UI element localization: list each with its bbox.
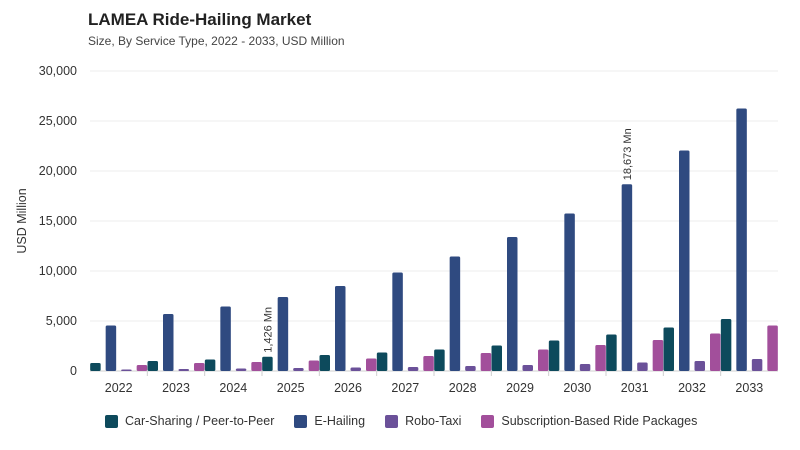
bar-car-sharing-peer-to-peer — [434, 349, 445, 371]
bar-subscription-based-ride-packages — [595, 345, 606, 371]
legend-label: Robo-Taxi — [405, 414, 462, 428]
x-tick-label: 2022 — [105, 381, 133, 395]
bar-subscription-based-ride-packages — [710, 333, 721, 371]
bar-subscription-based-ride-packages — [194, 363, 205, 371]
x-tick-label: 2030 — [563, 381, 591, 395]
bar-car-sharing-peer-to-peer — [663, 327, 674, 371]
bar-robo-taxi — [293, 368, 304, 371]
data-annotation: 18,673 Mn — [622, 128, 634, 180]
chart-subtitle: Size, By Service Type, 2022 - 2033, USD … — [88, 34, 345, 48]
chart-title: LAMEA Ride-Hailing Market — [88, 10, 312, 29]
legend-label: Subscription-Based Ride Packages — [501, 414, 698, 428]
x-tick-label: 2032 — [678, 381, 706, 395]
y-tick-label: 30,000 — [39, 64, 77, 78]
bar-car-sharing-peer-to-peer — [204, 359, 216, 371]
y-tick-label: 0 — [70, 364, 77, 378]
bar-car-sharing-peer-to-peer — [147, 361, 158, 371]
bar-subscription-based-ride-packages — [136, 365, 148, 371]
bar-robo-taxi — [235, 368, 247, 371]
bar-robo-taxi — [637, 362, 648, 371]
y-axis-title: USD Million — [15, 188, 29, 253]
y-tick-label: 25,000 — [39, 114, 77, 128]
bar-robo-taxi — [522, 365, 533, 371]
legend-swatch — [294, 414, 308, 428]
bar-e-hailing — [277, 297, 289, 371]
legend-item: E-Hailing — [294, 414, 365, 428]
bar-car-sharing-peer-to-peer — [90, 363, 101, 371]
x-tick-label: 2029 — [506, 381, 534, 395]
legend-label: Car-Sharing / Peer-to-Peer — [125, 414, 275, 428]
bar-e-hailing — [220, 306, 231, 371]
bar-robo-taxi — [694, 361, 705, 371]
bar-e-hailing — [392, 272, 403, 371]
y-tick-label: 15,000 — [39, 214, 77, 228]
bar-robo-taxi — [350, 367, 361, 371]
bar-e-hailing — [736, 108, 747, 371]
bar-car-sharing-peer-to-peer — [606, 334, 617, 371]
bar-subscription-based-ride-packages — [767, 325, 778, 371]
bar-subscription-based-ride-packages — [251, 362, 262, 371]
bar-robo-taxi — [407, 367, 419, 371]
bar-e-hailing — [564, 213, 575, 371]
bar-car-sharing-peer-to-peer — [319, 355, 330, 371]
bar-e-hailing — [335, 286, 346, 371]
bar-robo-taxi — [751, 359, 763, 371]
x-tick-label: 2028 — [449, 381, 477, 395]
x-tick-label: 2033 — [735, 381, 763, 395]
x-tick-label: 2027 — [391, 381, 419, 395]
data-annotation: 1,426 Mn — [262, 307, 274, 353]
y-tick-label: 10,000 — [39, 264, 77, 278]
legend-item: Subscription-Based Ride Packages — [481, 414, 697, 428]
bar-car-sharing-peer-to-peer — [548, 340, 560, 371]
bar-car-sharing-peer-to-peer — [262, 356, 273, 371]
bar-robo-taxi — [121, 369, 132, 371]
legend-swatch — [481, 414, 495, 428]
bar-subscription-based-ride-packages — [480, 353, 492, 371]
bar-subscription-based-ride-packages — [423, 356, 434, 371]
bar-car-sharing-peer-to-peer — [491, 345, 502, 371]
bar-e-hailing — [163, 314, 174, 371]
bar-e-hailing — [621, 184, 633, 371]
legend-item: Robo-Taxi — [385, 414, 461, 428]
legend-label: E-Hailing — [314, 414, 366, 428]
y-tick-label: 5,000 — [46, 314, 77, 328]
bar-robo-taxi — [579, 364, 591, 371]
bar-robo-taxi — [465, 366, 476, 371]
y-tick-label: 20,000 — [39, 164, 77, 178]
bar-subscription-based-ride-packages — [538, 349, 549, 371]
bar-car-sharing-peer-to-peer — [720, 319, 732, 371]
bar-e-hailing — [507, 237, 518, 371]
x-tick-label: 2031 — [621, 381, 649, 395]
legend-swatch — [105, 414, 118, 428]
legend-item: Car-Sharing / Peer-to-Peer — [105, 414, 274, 428]
bar-subscription-based-ride-packages — [308, 360, 320, 371]
bar-e-hailing — [105, 325, 117, 371]
x-tick-label: 2026 — [334, 381, 362, 395]
x-tick-label: 2024 — [219, 381, 247, 395]
legend-swatch — [385, 414, 399, 428]
x-tick-label: 2023 — [162, 381, 190, 395]
bar-car-sharing-peer-to-peer — [376, 352, 388, 371]
x-tick-label: 2025 — [277, 381, 305, 395]
bar-e-hailing — [449, 256, 461, 371]
bar-e-hailing — [679, 150, 690, 371]
bar-subscription-based-ride-packages — [366, 358, 377, 371]
bar-subscription-based-ride-packages — [652, 340, 664, 371]
bar-robo-taxi — [178, 369, 189, 371]
chart-legend: Car-Sharing / Peer-to-Peer E-Hailing Robo-… — [105, 414, 717, 428]
